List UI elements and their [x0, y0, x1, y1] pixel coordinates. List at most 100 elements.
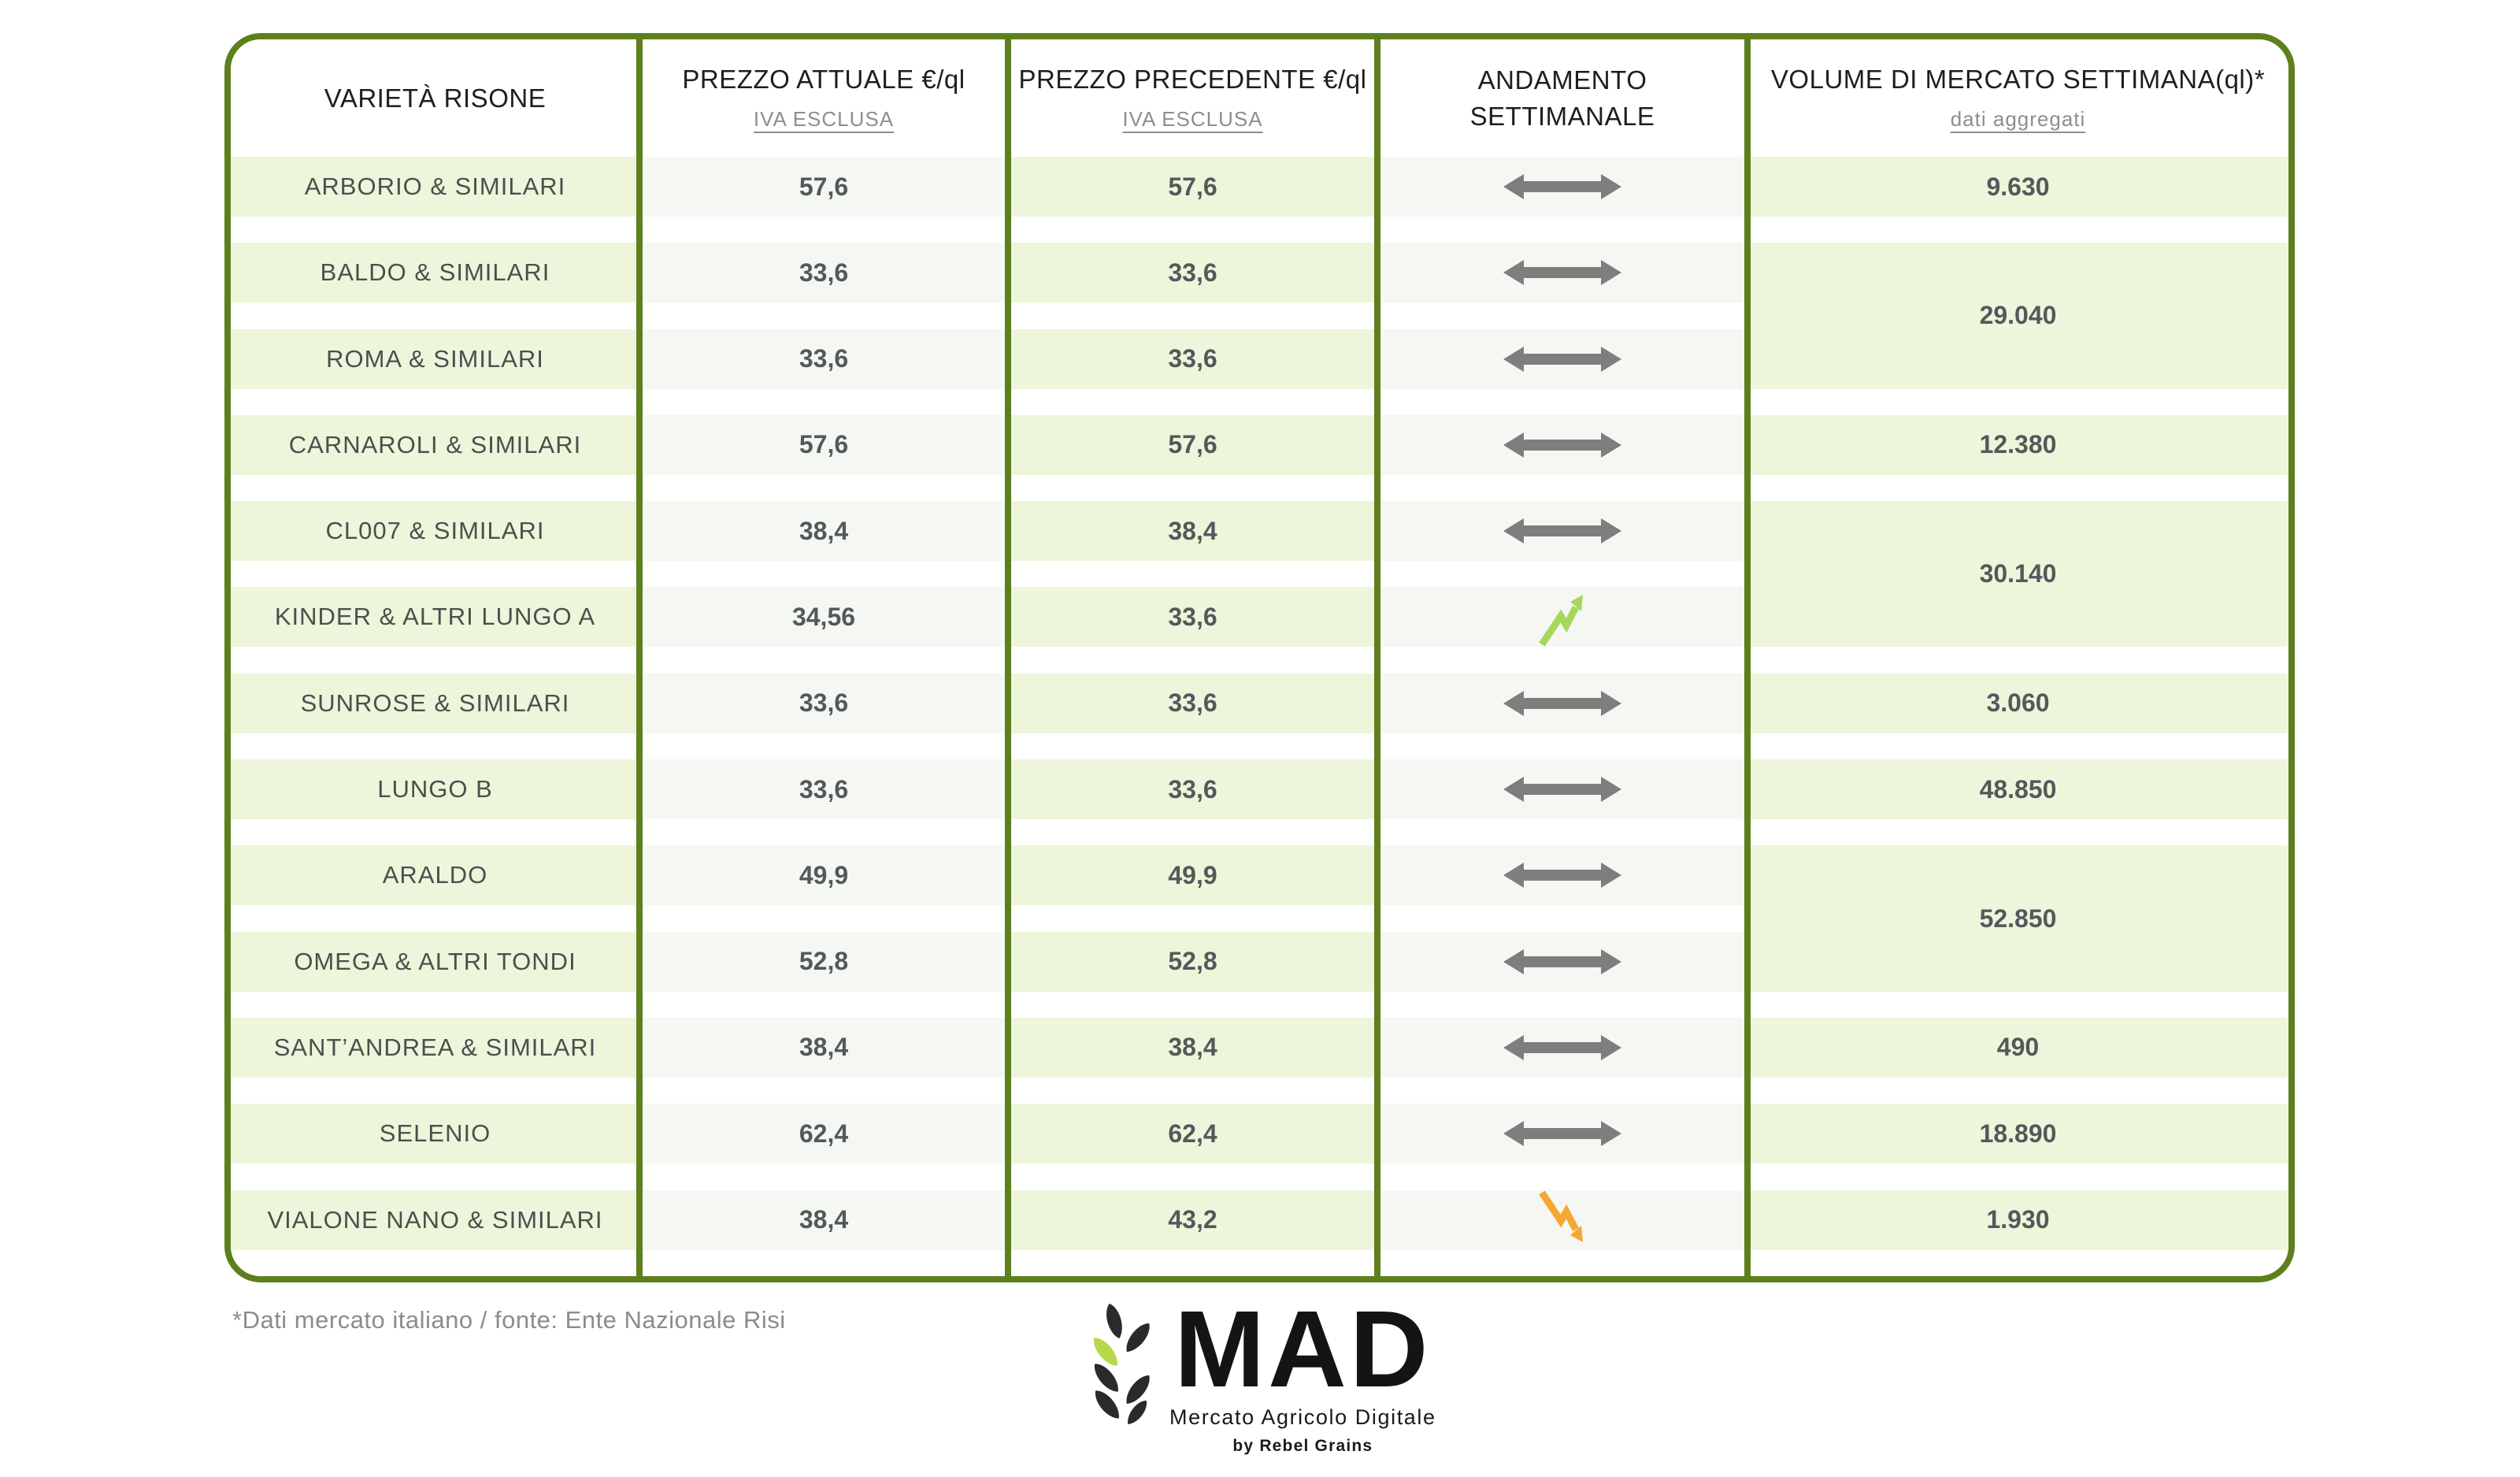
header-previous-price-label: PREZZO PRECEDENTE €/ql: [1018, 65, 1367, 94]
header-volume: VOLUME DI MERCATO SETTIMANA(ql)* dati ag…: [1747, 39, 2288, 157]
previous-price-cell: 38,4: [1008, 501, 1377, 562]
current-price-cell: 57,6: [639, 157, 1008, 217]
volume-cell: 490: [1747, 1017, 2288, 1078]
variety-cell: CARNAROLI & SIMILARI: [231, 414, 639, 475]
volume-cell: 3.060: [1747, 673, 2288, 733]
trend-cell: [1377, 328, 1747, 389]
volume-cell: 9.630: [1747, 157, 2288, 217]
trend-cell: [1377, 1104, 1747, 1164]
column-divider: [636, 39, 643, 1276]
column-divider: [1005, 39, 1011, 1276]
mad-logo: MAD Mercato Agricolo Digitale by Rebel G…: [1089, 1289, 1436, 1456]
previous-price-cell: 33,6: [1008, 759, 1377, 820]
variety-cell: VIALONE NANO & SIMILARI: [231, 1189, 639, 1250]
header-current-price-label: PREZZO ATTUALE €/ql: [682, 65, 965, 94]
current-price-cell: 33,6: [639, 673, 1008, 733]
previous-price-cell: 62,4: [1008, 1104, 1377, 1164]
flat-trend-icon: [1503, 1034, 1621, 1060]
rice-price-table: VARIETÀ RISONE PREZZO ATTUALE €/ql IVA E…: [224, 33, 2295, 1282]
trend-cell: [1377, 673, 1747, 733]
previous-price-cell: 33,6: [1008, 587, 1377, 648]
trend-cell: [1377, 1017, 1747, 1078]
header-trend-line2: SETTIMANALE: [1469, 101, 1655, 131]
logo-name: MAD: [1174, 1289, 1432, 1410]
variety-cell: SANT’ANDREA & SIMILARI: [231, 1017, 639, 1078]
current-price-cell: 57,6: [639, 414, 1008, 475]
source-note: *Dati mercato italiano / fonte: Ente Naz…: [232, 1306, 786, 1334]
current-price-cell: 33,6: [639, 243, 1008, 303]
wheat-leaves-icon: [1094, 1303, 1150, 1424]
logo-tagline: Mercato Agricolo Digitale: [1169, 1405, 1436, 1429]
volume-cell: 18.890: [1747, 1104, 2288, 1164]
previous-price-cell: 33,6: [1008, 328, 1377, 389]
header-variety: VARIETÀ RISONE: [231, 39, 639, 157]
variety-cell: SUNROSE & SIMILARI: [231, 673, 639, 733]
previous-price-cell: 57,6: [1008, 157, 1377, 217]
trend-cell: [1377, 501, 1747, 562]
header-trend-line1: ANDAMENTO: [1477, 65, 1647, 95]
logo-text-block: MAD Mercato Agricolo Digitale by Rebel G…: [1169, 1289, 1436, 1456]
volume-cell: 1.930: [1747, 1189, 2288, 1250]
volume-cell-merged: 30.140: [1747, 501, 2288, 648]
logo-byline: by Rebel Grains: [1232, 1436, 1373, 1455]
trend-cell: [1377, 759, 1747, 820]
previous-price-cell: 33,6: [1008, 673, 1377, 733]
current-price-cell: 49,9: [639, 845, 1008, 906]
variety-cell: BALDO & SIMILARI: [231, 243, 639, 303]
current-price-cell: 33,6: [639, 328, 1008, 389]
trend-cell: [1377, 157, 1747, 217]
flat-trend-icon: [1503, 346, 1621, 372]
trend-cell: [1377, 1189, 1747, 1250]
trend-cell: [1377, 931, 1747, 992]
current-price-cell: 52,8: [639, 931, 1008, 992]
header-volume-sub: dati aggregati: [1950, 107, 2086, 131]
variety-cell: OMEGA & ALTRI TONDI: [231, 931, 639, 992]
header-trend: ANDAMENTO SETTIMANALE: [1377, 39, 1747, 157]
current-price-cell: 62,4: [639, 1104, 1008, 1164]
volume-cell-merged: 29.040: [1747, 243, 2288, 389]
volume-cell: 48.850: [1747, 759, 2288, 820]
trend-cell: [1377, 587, 1747, 648]
variety-cell: ARALDO: [231, 845, 639, 906]
variety-cell: SELENIO: [231, 1104, 639, 1164]
flat-trend-icon: [1503, 777, 1621, 803]
variety-cell: ROMA & SIMILARI: [231, 328, 639, 389]
header-previous-price-sub: IVA ESCLUSA: [1122, 107, 1263, 131]
variety-cell: LUNGO B: [231, 759, 639, 820]
flat-trend-icon: [1503, 863, 1621, 889]
header-previous-price: PREZZO PRECEDENTE €/ql IVA ESCLUSA: [1008, 39, 1377, 157]
previous-price-cell: 49,9: [1008, 845, 1377, 906]
current-price-cell: 38,4: [639, 1017, 1008, 1078]
flat-trend-icon: [1503, 1121, 1621, 1147]
flat-trend-icon: [1503, 948, 1621, 974]
up-trend-icon: [1539, 595, 1583, 647]
header-variety-label: VARIETÀ RISONE: [324, 83, 547, 113]
variety-cell: ARBORIO & SIMILARI: [231, 157, 639, 217]
volume-cell: 12.380: [1747, 414, 2288, 475]
column-divider: [1374, 39, 1380, 1276]
flat-trend-icon: [1503, 260, 1621, 286]
flat-trend-icon: [1503, 174, 1621, 199]
current-price-cell: 38,4: [639, 1189, 1008, 1250]
previous-price-cell: 43,2: [1008, 1189, 1377, 1250]
variety-cell: KINDER & ALTRI LUNGO A: [231, 587, 639, 648]
column-divider: [1744, 39, 1751, 1276]
flat-trend-icon: [1503, 432, 1621, 458]
header-current-price-sub: IVA ESCLUSA: [753, 107, 895, 131]
current-price-cell: 33,6: [639, 759, 1008, 820]
volume-cell-merged: 52.850: [1747, 845, 2288, 992]
table-grid: VARIETÀ RISONE PREZZO ATTUALE €/ql IVA E…: [231, 39, 2288, 1276]
previous-price-cell: 38,4: [1008, 1017, 1377, 1078]
flat-trend-icon: [1503, 690, 1621, 716]
header-current-price: PREZZO ATTUALE €/ql IVA ESCLUSA: [639, 39, 1008, 157]
trend-cell: [1377, 243, 1747, 303]
current-price-cell: 34,56: [639, 587, 1008, 648]
flat-trend-icon: [1503, 518, 1621, 544]
previous-price-cell: 52,8: [1008, 931, 1377, 992]
previous-price-cell: 57,6: [1008, 414, 1377, 475]
down-trend-icon: [1539, 1190, 1583, 1242]
header-volume-label: VOLUME DI MERCATO SETTIMANA(ql)*: [1770, 65, 2266, 94]
trend-cell: [1377, 845, 1747, 906]
current-price-cell: 38,4: [639, 501, 1008, 562]
